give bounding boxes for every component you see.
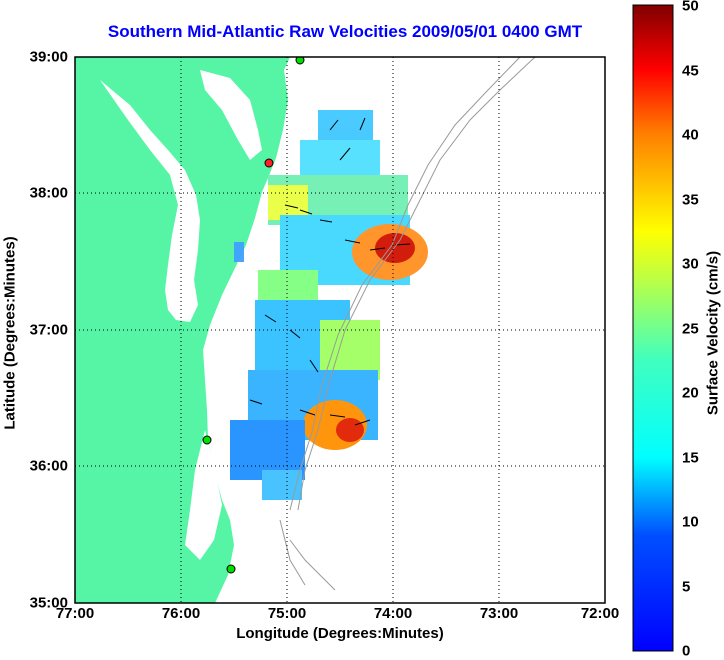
map-grid <box>75 57 605 603</box>
hf-radar-stations <box>202 57 305 574</box>
colorbar <box>632 4 674 652</box>
map-title: Southern Mid-Atlantic Raw Velocities 200… <box>107 22 583 41</box>
y-tick-label: 39:00 <box>29 48 68 66</box>
y-tick-label: 37:00 <box>29 321 68 339</box>
colorbar-tick: 40 <box>682 126 699 144</box>
colorbar-tick: 25 <box>682 320 699 338</box>
x-tick-label: 74:00 <box>373 605 413 622</box>
chesapeake-bay <box>100 80 200 322</box>
colorbar-tick: 50 <box>682 0 699 15</box>
station-marker <box>295 57 305 65</box>
colorbar-tick: 45 <box>682 62 699 80</box>
colorbar-tick: 35 <box>682 191 699 209</box>
y-tick-label: 36:00 <box>29 457 68 475</box>
colorbar-tick: 30 <box>682 255 699 273</box>
y-tick-label: 35:00 <box>29 594 68 612</box>
delaware-bay <box>200 70 262 160</box>
x-tick-label: 76:00 <box>161 605 201 622</box>
pamlico-sound <box>185 430 222 560</box>
station-marker <box>202 435 212 445</box>
station-marker <box>226 564 236 574</box>
colorbar-tick: 20 <box>682 384 699 402</box>
colorbar-tick: 0 <box>682 642 691 660</box>
velocity-vectors <box>249 117 411 426</box>
colorbar-tick: 5 <box>682 578 691 596</box>
x-tick-label: 72:00 <box>580 605 620 622</box>
y-tick-label: 38:00 <box>29 184 68 202</box>
land-mass <box>75 57 290 603</box>
plot-frame <box>74 56 606 604</box>
x-tick-label: 77:00 <box>55 605 95 622</box>
x-axis-label: Longitude (Degrees:Minutes) <box>236 625 444 642</box>
x-tick-label: 73:00 <box>479 605 519 622</box>
colorbar-label: Surface Velocity (cm/s) <box>704 250 722 416</box>
bathymetry-contours <box>279 57 536 591</box>
colorbar-tick: 15 <box>682 449 699 467</box>
x-tick-label: 75:00 <box>267 605 307 622</box>
y-axis-label: Latitude (Degrees:Minutes) <box>1 236 19 430</box>
colorbar-tick: 10 <box>682 513 699 531</box>
station-marker <box>264 158 274 168</box>
